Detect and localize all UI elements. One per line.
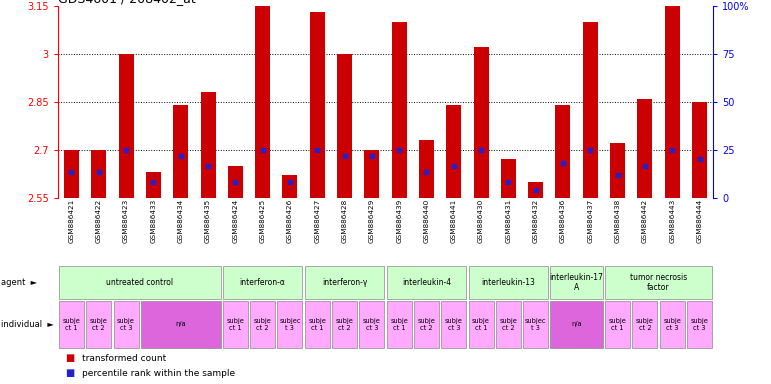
Bar [687, 301, 712, 348]
Bar [392, 22, 406, 198]
Bar [528, 182, 544, 198]
Text: subje
ct 3: subje ct 3 [663, 318, 681, 331]
Bar [278, 301, 302, 348]
Text: subje
ct 1: subje ct 1 [227, 318, 244, 331]
Bar [632, 301, 658, 348]
Bar [386, 266, 466, 299]
Bar [441, 301, 466, 348]
Text: ■: ■ [66, 353, 75, 363]
Bar [365, 150, 379, 198]
Bar [200, 92, 216, 198]
Bar [359, 301, 385, 348]
Bar [305, 266, 385, 299]
Bar [223, 266, 302, 299]
Text: subje
ct 1: subje ct 1 [608, 318, 627, 331]
Text: subje
ct 3: subje ct 3 [363, 318, 381, 331]
Bar [501, 159, 516, 198]
Text: subje
ct 2: subje ct 2 [90, 318, 108, 331]
Bar [91, 150, 106, 198]
Bar [665, 6, 680, 198]
Text: ■: ■ [66, 368, 75, 378]
Text: interleukin-13: interleukin-13 [481, 278, 535, 287]
Text: interferon-γ: interferon-γ [322, 278, 367, 287]
Bar [332, 301, 357, 348]
Text: subjec
t 3: subjec t 3 [279, 318, 301, 331]
Bar [141, 301, 221, 348]
Bar [310, 12, 325, 198]
Bar [173, 105, 188, 198]
Text: subjec
t 3: subjec t 3 [525, 318, 547, 331]
Bar [555, 105, 571, 198]
Text: subje
ct 3: subje ct 3 [117, 318, 135, 331]
Bar [638, 99, 652, 198]
Bar [414, 301, 439, 348]
Bar [523, 301, 548, 348]
Text: tumor necrosis
factor: tumor necrosis factor [630, 273, 687, 292]
Text: subje
ct 2: subje ct 2 [254, 318, 271, 331]
Bar [146, 172, 161, 198]
Text: subje
ct 2: subje ct 2 [335, 318, 353, 331]
Text: interleukin-4: interleukin-4 [402, 278, 451, 287]
Bar [550, 301, 603, 348]
Bar [550, 266, 603, 299]
Bar [605, 301, 630, 348]
Bar [59, 266, 221, 299]
Text: subje
ct 2: subje ct 2 [500, 318, 517, 331]
Text: percentile rank within the sample: percentile rank within the sample [82, 369, 236, 378]
Bar [305, 301, 330, 348]
Bar [692, 102, 707, 198]
Text: subje
ct 1: subje ct 1 [308, 318, 326, 331]
Bar [250, 301, 275, 348]
Text: interferon-α: interferon-α [240, 278, 285, 287]
Text: individual  ►: individual ► [1, 320, 54, 329]
Bar [469, 266, 548, 299]
Bar [119, 54, 133, 198]
Bar [610, 143, 625, 198]
Text: subje
ct 3: subje ct 3 [691, 318, 709, 331]
Bar [469, 301, 493, 348]
Text: subje
ct 3: subje ct 3 [445, 318, 463, 331]
Text: untreated control: untreated control [106, 278, 173, 287]
Bar [660, 301, 685, 348]
Bar [605, 266, 712, 299]
Bar [223, 301, 247, 348]
Bar [86, 301, 111, 348]
Bar [64, 150, 79, 198]
Bar [473, 47, 489, 198]
Text: subje
ct 1: subje ct 1 [62, 318, 80, 331]
Bar [282, 175, 298, 198]
Text: subje
ct 2: subje ct 2 [636, 318, 654, 331]
Bar [337, 54, 352, 198]
Text: agent  ►: agent ► [1, 278, 37, 287]
Bar [496, 301, 521, 348]
Bar [419, 140, 434, 198]
Bar [446, 105, 461, 198]
Text: subje
ct 2: subje ct 2 [418, 318, 436, 331]
Text: n/a: n/a [175, 321, 186, 328]
Bar [113, 301, 139, 348]
Text: interleukin-17
A: interleukin-17 A [550, 273, 604, 292]
Text: subje
ct 1: subje ct 1 [472, 318, 490, 331]
Text: transformed count: transformed count [82, 354, 167, 362]
Text: GDS4601 / 208402_at: GDS4601 / 208402_at [58, 0, 196, 5]
Bar [59, 301, 84, 348]
Bar [583, 22, 598, 198]
Text: n/a: n/a [571, 321, 582, 328]
Text: subje
ct 1: subje ct 1 [390, 318, 408, 331]
Bar [227, 166, 243, 198]
Bar [386, 301, 412, 348]
Bar [255, 6, 270, 198]
